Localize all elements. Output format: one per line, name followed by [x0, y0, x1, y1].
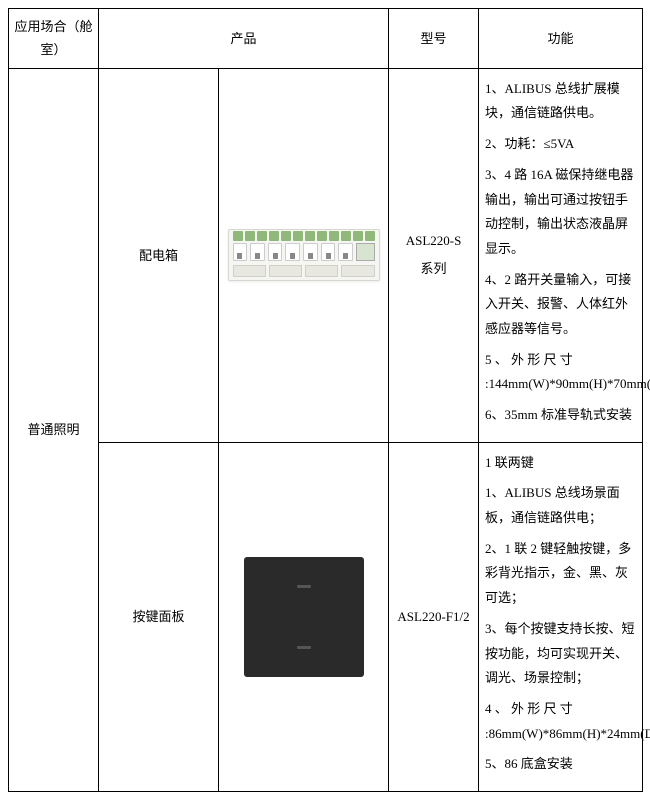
- table-row: 按键面板 ASL220-F1/2 1 联两键 1、ALIBUS 总线场景面板，通…: [9, 442, 643, 791]
- func-item: 1、ALIBUS 总线场景面板，通信链路供电；: [485, 481, 636, 530]
- func-item: 6、35mm 标准导轨式安装: [485, 403, 636, 428]
- model-line1: ASL220-S: [393, 227, 474, 256]
- product-cell-2: 按键面板: [99, 442, 219, 791]
- func-item: 1 联两键: [485, 451, 636, 476]
- header-row: 应用场合（舱室） 产品 型号 功能: [9, 9, 643, 69]
- func-item: 4 、 外 形 尺 寸 :86mm(W)*86mm(H)*24mm(D)；: [485, 697, 636, 746]
- function-cell-1: 1、ALIBUS 总线扩展模块，通信链路供电。 2、功耗：≤5VA 3、4 路 …: [479, 68, 643, 442]
- header-function: 功能: [479, 9, 643, 69]
- model-cell-1: ASL220-S 系列: [389, 68, 479, 442]
- header-model: 型号: [389, 9, 479, 69]
- application-cell: 普通照明: [9, 68, 99, 791]
- func-item: 1、ALIBUS 总线扩展模块，通信链路供电。: [485, 77, 636, 126]
- product-image-cell-1: [219, 68, 389, 442]
- product-spec-table: 应用场合（舱室） 产品 型号 功能 普通照明 配电箱 ASL220-S 系列 1…: [8, 8, 643, 792]
- din-rail-module-icon: [228, 229, 380, 281]
- function-cell-2: 1 联两键 1、ALIBUS 总线场景面板，通信链路供电； 2、1 联 2 键轻…: [479, 442, 643, 791]
- func-item: 2、功耗：≤5VA: [485, 132, 636, 157]
- func-item: 5、86 底盒安装: [485, 752, 636, 777]
- func-item: 4、2 路开关量输入，可接入开关、报警、人体红外感应器等信号。: [485, 268, 636, 342]
- func-item: 3、每个按键支持长按、短按功能，均可实现开关、调光、场景控制；: [485, 617, 636, 691]
- model-line2: 系列: [393, 255, 474, 284]
- model-cell-2: ASL220-F1/2: [389, 442, 479, 791]
- header-product: 产品: [99, 9, 389, 69]
- func-item: 3、4 路 16A 磁保持继电器输出，输出可通过按钮手动控制，输出状态液晶屏显示…: [485, 163, 636, 262]
- keypad-panel-icon: [244, 557, 364, 677]
- product-image-cell-2: [219, 442, 389, 791]
- func-item: 2、1 联 2 键轻触按键，多彩背光指示，金、黑、灰可选；: [485, 537, 636, 611]
- table-row: 普通照明 配电箱 ASL220-S 系列 1、ALIBUS 总线扩展模块，通信链…: [9, 68, 643, 442]
- header-application: 应用场合（舱室）: [9, 9, 99, 69]
- func-item: 5 、 外 形 尺 寸 :144mm(W)*90mm(H)*70mm(D)。: [485, 348, 636, 397]
- product-cell-1: 配电箱: [99, 68, 219, 442]
